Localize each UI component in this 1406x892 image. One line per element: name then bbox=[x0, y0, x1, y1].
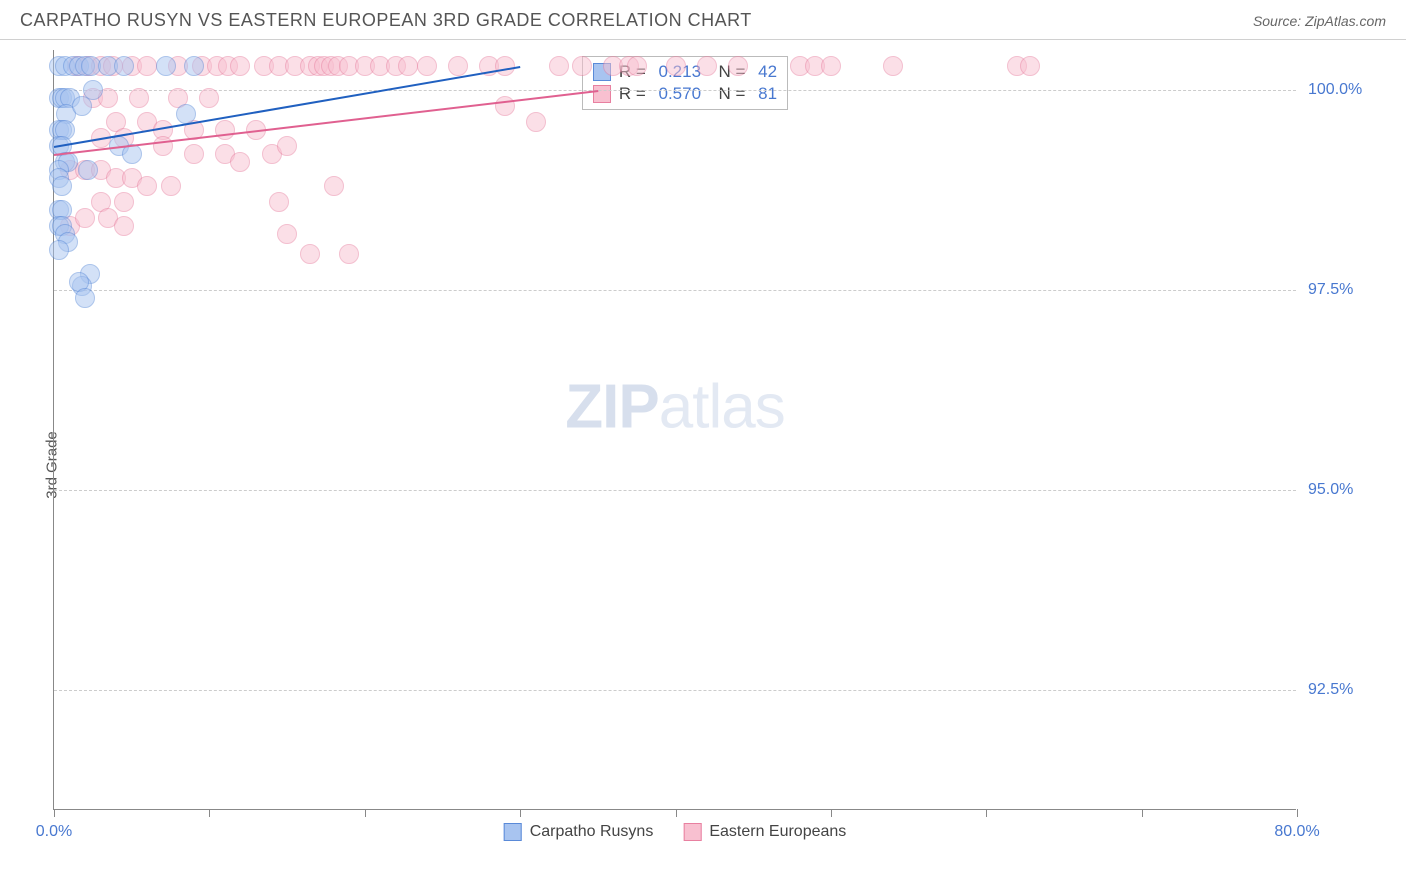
legend-label: Eastern Europeans bbox=[709, 823, 846, 841]
scatter-point bbox=[495, 96, 515, 116]
legend-item: Carpatho Rusyns bbox=[504, 823, 654, 841]
y-tick-label: 92.5% bbox=[1308, 681, 1388, 699]
scatter-point bbox=[495, 56, 515, 76]
scatter-point bbox=[153, 136, 173, 156]
x-tick bbox=[54, 809, 55, 817]
legend-swatch bbox=[683, 823, 701, 841]
scatter-point bbox=[572, 56, 592, 76]
x-tick-label: 80.0% bbox=[1274, 823, 1319, 841]
legend-label: Carpatho Rusyns bbox=[530, 823, 654, 841]
legend-item: Eastern Europeans bbox=[683, 823, 846, 841]
scatter-point bbox=[156, 56, 176, 76]
scatter-point bbox=[72, 96, 92, 116]
scatter-point bbox=[666, 56, 686, 76]
bottom-legend: Carpatho Rusyns Eastern Europeans bbox=[504, 823, 847, 841]
gridline-h bbox=[54, 290, 1296, 291]
stats-n-value: 81 bbox=[758, 84, 777, 104]
scatter-point bbox=[114, 192, 134, 212]
watermark: ZIPatlas bbox=[565, 371, 784, 442]
scatter-point bbox=[277, 224, 297, 244]
scatter-point bbox=[230, 56, 250, 76]
y-tick-label: 97.5% bbox=[1308, 281, 1388, 299]
plot-area: ZIPatlas R = 0.213 N = 42R = 0.570 N = 8… bbox=[53, 50, 1296, 810]
gridline-h bbox=[54, 90, 1296, 91]
chart-container: 3rd Grade ZIPatlas R = 0.213 N = 42R = 0… bbox=[0, 40, 1406, 890]
scatter-point bbox=[549, 56, 569, 76]
x-tick bbox=[1297, 809, 1298, 817]
scatter-point bbox=[137, 56, 157, 76]
scatter-point bbox=[184, 144, 204, 164]
stats-r-label: R = bbox=[619, 84, 651, 104]
scatter-point bbox=[52, 176, 72, 196]
x-tick-label: 0.0% bbox=[36, 823, 72, 841]
scatter-point bbox=[448, 56, 468, 76]
y-tick-label: 100.0% bbox=[1308, 81, 1388, 99]
scatter-point bbox=[114, 216, 134, 236]
scatter-point bbox=[324, 176, 344, 196]
scatter-point bbox=[184, 56, 204, 76]
scatter-point bbox=[161, 176, 181, 196]
scatter-point bbox=[1020, 56, 1040, 76]
stats-n-label: N = bbox=[709, 84, 750, 104]
scatter-point bbox=[137, 176, 157, 196]
scatter-point bbox=[697, 56, 717, 76]
scatter-point bbox=[230, 152, 250, 172]
stats-n-value: 42 bbox=[758, 62, 777, 82]
scatter-point bbox=[129, 88, 149, 108]
scatter-point bbox=[269, 192, 289, 212]
x-tick bbox=[831, 809, 832, 817]
legend-swatch bbox=[504, 823, 522, 841]
scatter-point bbox=[339, 244, 359, 264]
scatter-point bbox=[627, 56, 647, 76]
scatter-point bbox=[300, 244, 320, 264]
x-tick bbox=[520, 809, 521, 817]
x-tick bbox=[676, 809, 677, 817]
stats-swatch bbox=[593, 85, 611, 103]
x-tick bbox=[209, 809, 210, 817]
scatter-point bbox=[114, 56, 134, 76]
chart-header: CARPATHO RUSYN VS EASTERN EUROPEAN 3RD G… bbox=[0, 0, 1406, 40]
scatter-point bbox=[49, 240, 69, 260]
x-tick bbox=[986, 809, 987, 817]
scatter-point bbox=[277, 136, 297, 156]
gridline-h bbox=[54, 490, 1296, 491]
scatter-point bbox=[398, 56, 418, 76]
scatter-point bbox=[821, 56, 841, 76]
stats-r-value: 0.570 bbox=[659, 84, 702, 104]
y-tick-label: 95.0% bbox=[1308, 481, 1388, 499]
chart-title: CARPATHO RUSYN VS EASTERN EUROPEAN 3RD G… bbox=[20, 10, 752, 31]
stats-row: R = 0.570 N = 81 bbox=[593, 83, 777, 105]
scatter-point bbox=[215, 120, 235, 140]
scatter-point bbox=[728, 56, 748, 76]
scatter-point bbox=[78, 160, 98, 180]
scatter-point bbox=[75, 208, 95, 228]
scatter-point bbox=[75, 288, 95, 308]
scatter-point bbox=[883, 56, 903, 76]
scatter-point bbox=[526, 112, 546, 132]
x-tick bbox=[365, 809, 366, 817]
scatter-point bbox=[199, 88, 219, 108]
scatter-point bbox=[417, 56, 437, 76]
chart-source: Source: ZipAtlas.com bbox=[1253, 13, 1386, 29]
gridline-h bbox=[54, 690, 1296, 691]
x-tick bbox=[1142, 809, 1143, 817]
